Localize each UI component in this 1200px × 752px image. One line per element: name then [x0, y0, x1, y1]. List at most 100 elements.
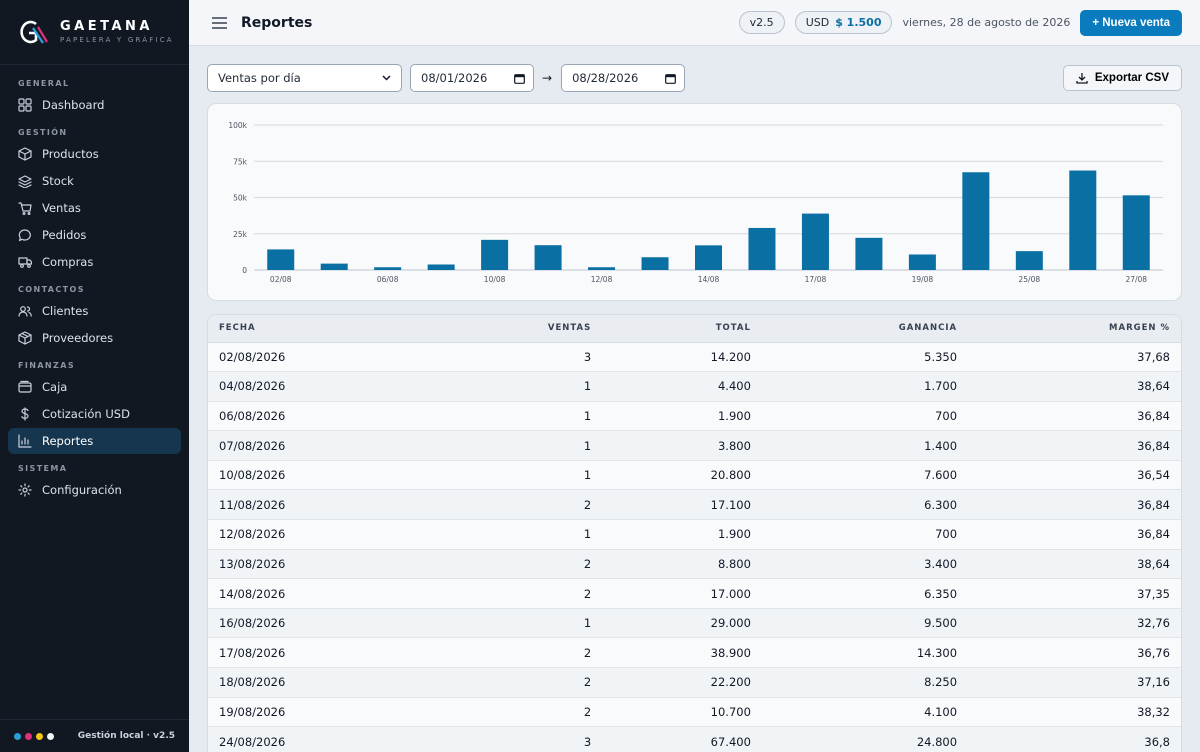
table-cell: 37,35: [968, 578, 1181, 609]
table-cell: 37,68: [968, 342, 1181, 373]
sidebar-item-label: Compras: [42, 255, 94, 269]
sidebar-item-proveedores[interactable]: Proveedores: [8, 325, 181, 351]
table-cell: 700: [761, 401, 969, 432]
table-cell: 1: [434, 401, 603, 432]
column-header[interactable]: TOTAL: [602, 315, 762, 343]
date-to-field[interactable]: 08/28/2026: [561, 64, 686, 92]
calendar-icon: [514, 73, 525, 84]
table-cell: 36,84: [968, 519, 1181, 550]
chart-bar: [267, 249, 295, 270]
date-from-field[interactable]: 08/01/2026: [410, 64, 534, 92]
y-tick-label: 50k: [233, 194, 248, 203]
brand-subtitle: PAPELERA Y GRÁFICA: [60, 36, 174, 44]
table-cell: 06/08/2026: [208, 401, 435, 432]
chart-icon: [18, 434, 32, 448]
version-badge: v2.5: [738, 11, 785, 34]
sidebar-item-cotizacion-usd[interactable]: Cotización USD: [8, 401, 181, 427]
table-cell: 2: [434, 667, 603, 698]
nav-section-title: GENERAL: [18, 79, 70, 88]
x-tick-label: 25/08: [1019, 275, 1041, 284]
table-row[interactable]: 24/08/2026 3 67.400 24.800 36,8: [208, 726, 1181, 752]
table-row[interactable]: 16/08/2026 1 29.000 9.500 32,76: [208, 608, 1181, 639]
table-cell: 36,84: [968, 430, 1181, 461]
nav-section-title: GESTIÓN: [18, 128, 68, 137]
export-csv-button[interactable]: Exportar CSV: [1062, 65, 1182, 91]
sidebar-item-productos[interactable]: Productos: [8, 141, 181, 167]
sidebar-item-dashboard[interactable]: Dashboard: [8, 92, 181, 118]
chart-bar: [1015, 251, 1043, 270]
sales-bar-chart: 0 25k 50k 75k 100k 02/08 06/08 10/08 12/08 14/08 1…: [228, 121, 1163, 284]
sidebar-item-reportes[interactable]: Reportes: [8, 428, 181, 454]
table-cell: 14/08/2026: [208, 578, 435, 609]
table-row[interactable]: 10/08/2026 1 20.800 7.600 36,54: [208, 460, 1181, 491]
y-tick-label: 25k: [233, 230, 248, 239]
usd-label: USD: [805, 16, 830, 29]
table-row[interactable]: 13/08/2026 2 8.800 3.400 38,64: [208, 549, 1181, 580]
table-cell: 1.400: [761, 430, 969, 461]
sidebar-item-label: Stock: [42, 174, 74, 188]
table-cell: 2: [434, 578, 603, 609]
chart-bar: [588, 267, 616, 270]
table-cell: 18/08/2026: [208, 667, 435, 698]
new-sale-button[interactable]: + Nueva venta: [1080, 9, 1182, 36]
column-header[interactable]: GANANCIA: [761, 315, 969, 343]
column-header[interactable]: MARGEN %: [968, 315, 1181, 343]
sidebar-item-pedidos[interactable]: Pedidos: [8, 222, 181, 248]
chart-bar: [748, 227, 776, 270]
table-row[interactable]: 06/08/2026 1 1.900 700 36,84: [208, 401, 1181, 432]
table-row[interactable]: 19/08/2026 2 10.700 4.100 38,32: [208, 697, 1181, 728]
x-tick-label: 06/08: [377, 275, 399, 284]
brand[interactable]: GAETANA PAPELERA Y GRÁFICA: [0, 0, 189, 65]
table-cell: 1: [434, 519, 603, 550]
table-row[interactable]: 17/08/2026 2 38.900 14.300 36,76: [208, 637, 1181, 669]
column-header[interactable]: FECHA: [208, 315, 435, 343]
table-row[interactable]: 14/08/2026 2 17.000 6.350 37,35: [208, 578, 1181, 609]
sidebar-item-stock[interactable]: Stock: [8, 168, 181, 194]
y-tick-label: 0: [242, 266, 247, 275]
brand-color-dot: [47, 732, 54, 740]
y-tick-label: 75k: [233, 157, 248, 166]
table-cell: 24/08/2026: [208, 726, 435, 752]
table-row[interactable]: 12/08/2026 1 1.900 700 36,84: [208, 519, 1181, 550]
table-row[interactable]: 04/08/2026 1 4.400 1.700 38,64: [208, 371, 1181, 402]
table-cell: 36,76: [968, 637, 1181, 669]
sidebar-item-compras[interactable]: Compras: [8, 249, 181, 275]
column-header[interactable]: VENTAS: [434, 315, 603, 343]
table-cell: 1.900: [602, 401, 762, 432]
chart-bar: [1069, 170, 1097, 270]
sidebar-item-ventas[interactable]: Ventas: [8, 195, 181, 221]
table-cell: 36,54: [968, 460, 1181, 491]
table-cell: 1: [434, 430, 603, 461]
table-cell: 37,16: [968, 667, 1181, 698]
table-row[interactable]: 07/08/2026 1 3.800 1.400 36,84: [208, 430, 1181, 461]
layers-icon: [18, 174, 32, 188]
chart-bar: [962, 172, 990, 270]
gear-icon: [18, 483, 32, 497]
table-cell: 14.200: [602, 342, 762, 373]
table-cell: 38,64: [968, 371, 1181, 402]
sidebar-item-label: Pedidos: [42, 228, 87, 242]
table-cell: 36,8: [968, 726, 1181, 752]
sidebar: GAETANA PAPELERA Y GRÁFICA GENERAL Dashbo…: [0, 0, 189, 752]
menu-icon[interactable]: [209, 13, 229, 33]
table-cell: 67.400: [602, 726, 762, 752]
brand-color-dot: [36, 732, 43, 740]
table-cell: 38,32: [968, 697, 1181, 728]
users-icon: [18, 304, 32, 318]
truck-icon: [18, 255, 32, 269]
cart-icon: [18, 201, 32, 215]
table-row[interactable]: 11/08/2026 2 17.100 6.300 36,84: [208, 489, 1181, 521]
table-row[interactable]: 18/08/2026 2 22.200 8.250 37,16: [208, 667, 1181, 698]
report-type-select[interactable]: Ventas por día: [207, 64, 402, 92]
table-cell: 4.100: [761, 697, 969, 728]
sidebar-item-label: Cotización USD: [42, 407, 130, 421]
table-cell: 17/08/2026: [208, 637, 435, 669]
sidebar-item-clientes[interactable]: Clientes: [8, 298, 181, 324]
sidebar-item-configuracion[interactable]: Configuración: [8, 477, 181, 503]
usd-rate-pill[interactable]: USD $ 1.500: [794, 11, 893, 34]
table-cell: 4.400: [602, 371, 762, 402]
date-range-arrow: →: [542, 71, 553, 85]
table-cell: 12/08/2026: [208, 519, 435, 550]
sidebar-item-caja[interactable]: Caja: [8, 374, 181, 400]
table-row[interactable]: 02/08/2026 3 14.200 5.350 37,68: [208, 342, 1181, 373]
